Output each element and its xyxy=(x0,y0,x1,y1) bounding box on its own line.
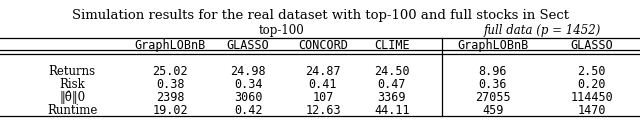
Text: 8.96: 8.96 xyxy=(479,65,507,78)
Text: 0.42: 0.42 xyxy=(234,104,262,117)
Text: 107: 107 xyxy=(312,91,333,104)
Text: 12.63: 12.63 xyxy=(305,104,341,117)
Text: 24.87: 24.87 xyxy=(305,65,341,78)
Text: 24.98: 24.98 xyxy=(230,65,266,78)
Text: 27055: 27055 xyxy=(475,91,511,104)
Text: 459: 459 xyxy=(482,104,504,117)
Text: Runtime: Runtime xyxy=(47,104,97,117)
Text: 2398: 2398 xyxy=(156,91,184,104)
Text: top-100: top-100 xyxy=(258,24,304,37)
Text: ‖θ̂‖0: ‖θ̂‖0 xyxy=(60,91,86,104)
Text: 0.34: 0.34 xyxy=(234,78,262,91)
Text: 0.47: 0.47 xyxy=(378,78,406,91)
Text: CONCORD: CONCORD xyxy=(298,39,348,52)
Text: Simulation results for the real dataset with top-100 and full stocks in Sect: Simulation results for the real dataset … xyxy=(72,9,568,22)
Text: 44.11: 44.11 xyxy=(374,104,410,117)
Text: Returns: Returns xyxy=(49,65,96,78)
Text: 1470: 1470 xyxy=(577,104,606,117)
Text: Risk: Risk xyxy=(60,78,85,91)
Text: 0.36: 0.36 xyxy=(479,78,507,91)
Text: GraphLOBnB: GraphLOBnB xyxy=(457,39,529,52)
Text: 25.02: 25.02 xyxy=(152,65,188,78)
Text: 0.41: 0.41 xyxy=(308,78,337,91)
Text: 2.50: 2.50 xyxy=(577,65,606,78)
Text: 0.20: 0.20 xyxy=(577,78,606,91)
Text: CLIME: CLIME xyxy=(374,39,410,52)
Text: 24.50: 24.50 xyxy=(374,65,410,78)
Text: 0.38: 0.38 xyxy=(156,78,184,91)
Text: 3060: 3060 xyxy=(234,91,262,104)
Text: GLASSO: GLASSO xyxy=(227,39,269,52)
Text: 19.02: 19.02 xyxy=(152,104,188,117)
Text: GraphLOBnB: GraphLOBnB xyxy=(134,39,206,52)
Text: GLASSO: GLASSO xyxy=(570,39,613,52)
Text: 3369: 3369 xyxy=(378,91,406,104)
Text: full data (p = 1452): full data (p = 1452) xyxy=(483,24,601,37)
Text: 114450: 114450 xyxy=(570,91,613,104)
